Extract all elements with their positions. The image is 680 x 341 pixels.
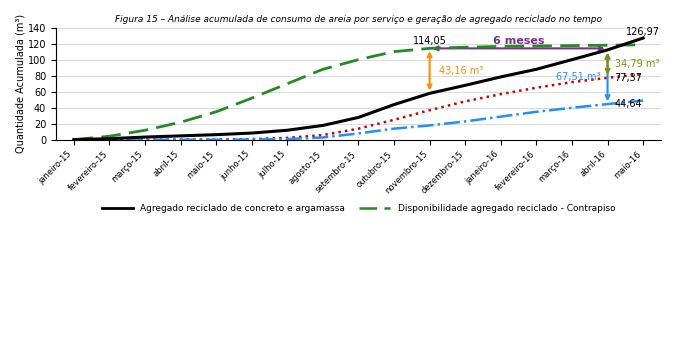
Text: 114,05: 114,05 xyxy=(413,36,447,46)
Text: 67,51 m³: 67,51 m³ xyxy=(556,72,600,82)
Title: Figura 15 – Análise acumulada de consumo de areia por serviço e geração de agreg: Figura 15 – Análise acumulada de consumo… xyxy=(115,15,602,24)
Text: 43,16 m³: 43,16 m³ xyxy=(439,66,483,76)
Text: 126,97: 126,97 xyxy=(626,27,660,37)
Text: 44,64: 44,64 xyxy=(615,99,643,109)
Y-axis label: Quantidade Acumulada (m³): Quantidade Acumulada (m³) xyxy=(15,14,25,153)
Text: 77,37: 77,37 xyxy=(615,73,643,83)
Legend: Agregado reciclado de concreto e argamassa, Disponibilidade agregado reciclado -: Agregado reciclado de concreto e argamas… xyxy=(98,201,619,217)
Text: 34,79 m³: 34,79 m³ xyxy=(615,59,659,69)
Text: 6 meses: 6 meses xyxy=(493,36,544,46)
